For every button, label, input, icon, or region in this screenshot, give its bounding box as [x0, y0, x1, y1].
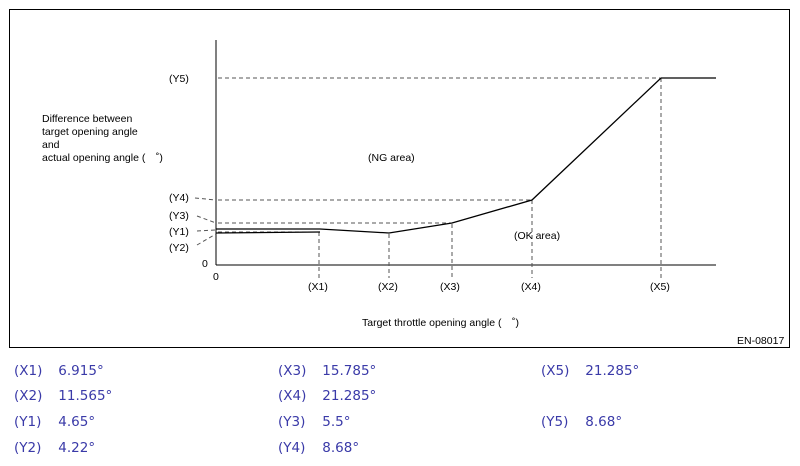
legend-key: (X4) [278, 388, 307, 404]
y-tick-y3: (Y3) [169, 210, 189, 222]
origin-y-label: 0 [202, 258, 208, 270]
legend-key: (X3) [278, 363, 307, 379]
x-axis-label: Target throttle opening angle ( ˚) [362, 317, 519, 329]
y-tick-y5: (Y5) [169, 73, 189, 85]
legend-y4: (Y4) 8.68° [278, 440, 359, 456]
legend-value: 11.565° [58, 388, 113, 404]
threshold-curve-lower [215, 231, 321, 234]
legend-value: 8.68° [322, 440, 360, 456]
y-tick-y4: (Y4) [169, 192, 189, 204]
leader-y2 [196, 233, 217, 246]
leader-y3 [196, 215, 217, 224]
x-tick-x5: (X5) [650, 281, 670, 293]
legend-key: (Y2) [14, 440, 42, 456]
legend-key: (Y5) [541, 414, 569, 430]
y-axis-label-line-4: actual opening angle ( ˚) [42, 152, 163, 164]
legend-value: 8.68° [585, 414, 623, 430]
legend-x1: (X1) 6.915° [14, 363, 104, 379]
x-tick-x1: (X1) [308, 281, 328, 293]
leader-y4 [194, 197, 217, 201]
legend-key: (Y4) [278, 440, 306, 456]
legend-y1: (Y1) 4.65° [14, 414, 95, 430]
legend-value: 21.285° [322, 388, 377, 404]
origin-x-label: 0 [213, 271, 219, 283]
legend-value: 5.5° [322, 414, 351, 430]
legend-key: (X5) [541, 363, 570, 379]
legend-key: (X2) [14, 388, 43, 404]
legend-y3: (Y3) 5.5° [278, 414, 351, 430]
y-axis-label-line-1: Difference between [42, 113, 132, 125]
threshold-curve [216, 77, 716, 234]
figure-code: EN-08017 [737, 335, 784, 347]
y-axis-label-line-3: and [42, 139, 60, 151]
value-legend: (X1) 6.915° (X3) 15.785° (X5) 21.285° (X… [0, 355, 800, 466]
y-tick-y1: (Y1) [169, 226, 189, 238]
legend-x2: (X2) 11.565° [14, 388, 112, 404]
x-tick-x3: (X3) [440, 281, 460, 293]
y-axis-label-line-2: target opening angle [42, 126, 138, 138]
ok-area-label: (OK area) [514, 230, 560, 242]
diagram-figure: Difference between target opening angle … [9, 9, 790, 348]
legend-value: 4.65° [58, 414, 96, 430]
x-tick-x4: (X4) [521, 281, 541, 293]
legend-value: 6.915° [58, 363, 104, 379]
leader-y1 [196, 229, 217, 232]
legend-x5: (X5) 21.285° [541, 363, 639, 379]
legend-value: 21.285° [585, 363, 640, 379]
legend-value: 4.22° [58, 440, 96, 456]
legend-y5: (Y5) 8.68° [541, 414, 622, 430]
legend-value: 15.785° [322, 363, 377, 379]
x-tick-x2: (X2) [378, 281, 398, 293]
legend-key: (Y3) [278, 414, 306, 430]
legend-key: (Y1) [14, 414, 42, 430]
legend-key: (X1) [14, 363, 43, 379]
legend-y2: (Y2) 4.22° [14, 440, 95, 456]
y-tick-y2: (Y2) [169, 242, 189, 254]
legend-x3: (X3) 15.785° [278, 363, 376, 379]
ng-area-label: (NG area) [368, 152, 415, 164]
diagram-canvas: Difference between target opening angle … [42, 40, 784, 347]
legend-x4: (X4) 21.285° [278, 388, 376, 404]
